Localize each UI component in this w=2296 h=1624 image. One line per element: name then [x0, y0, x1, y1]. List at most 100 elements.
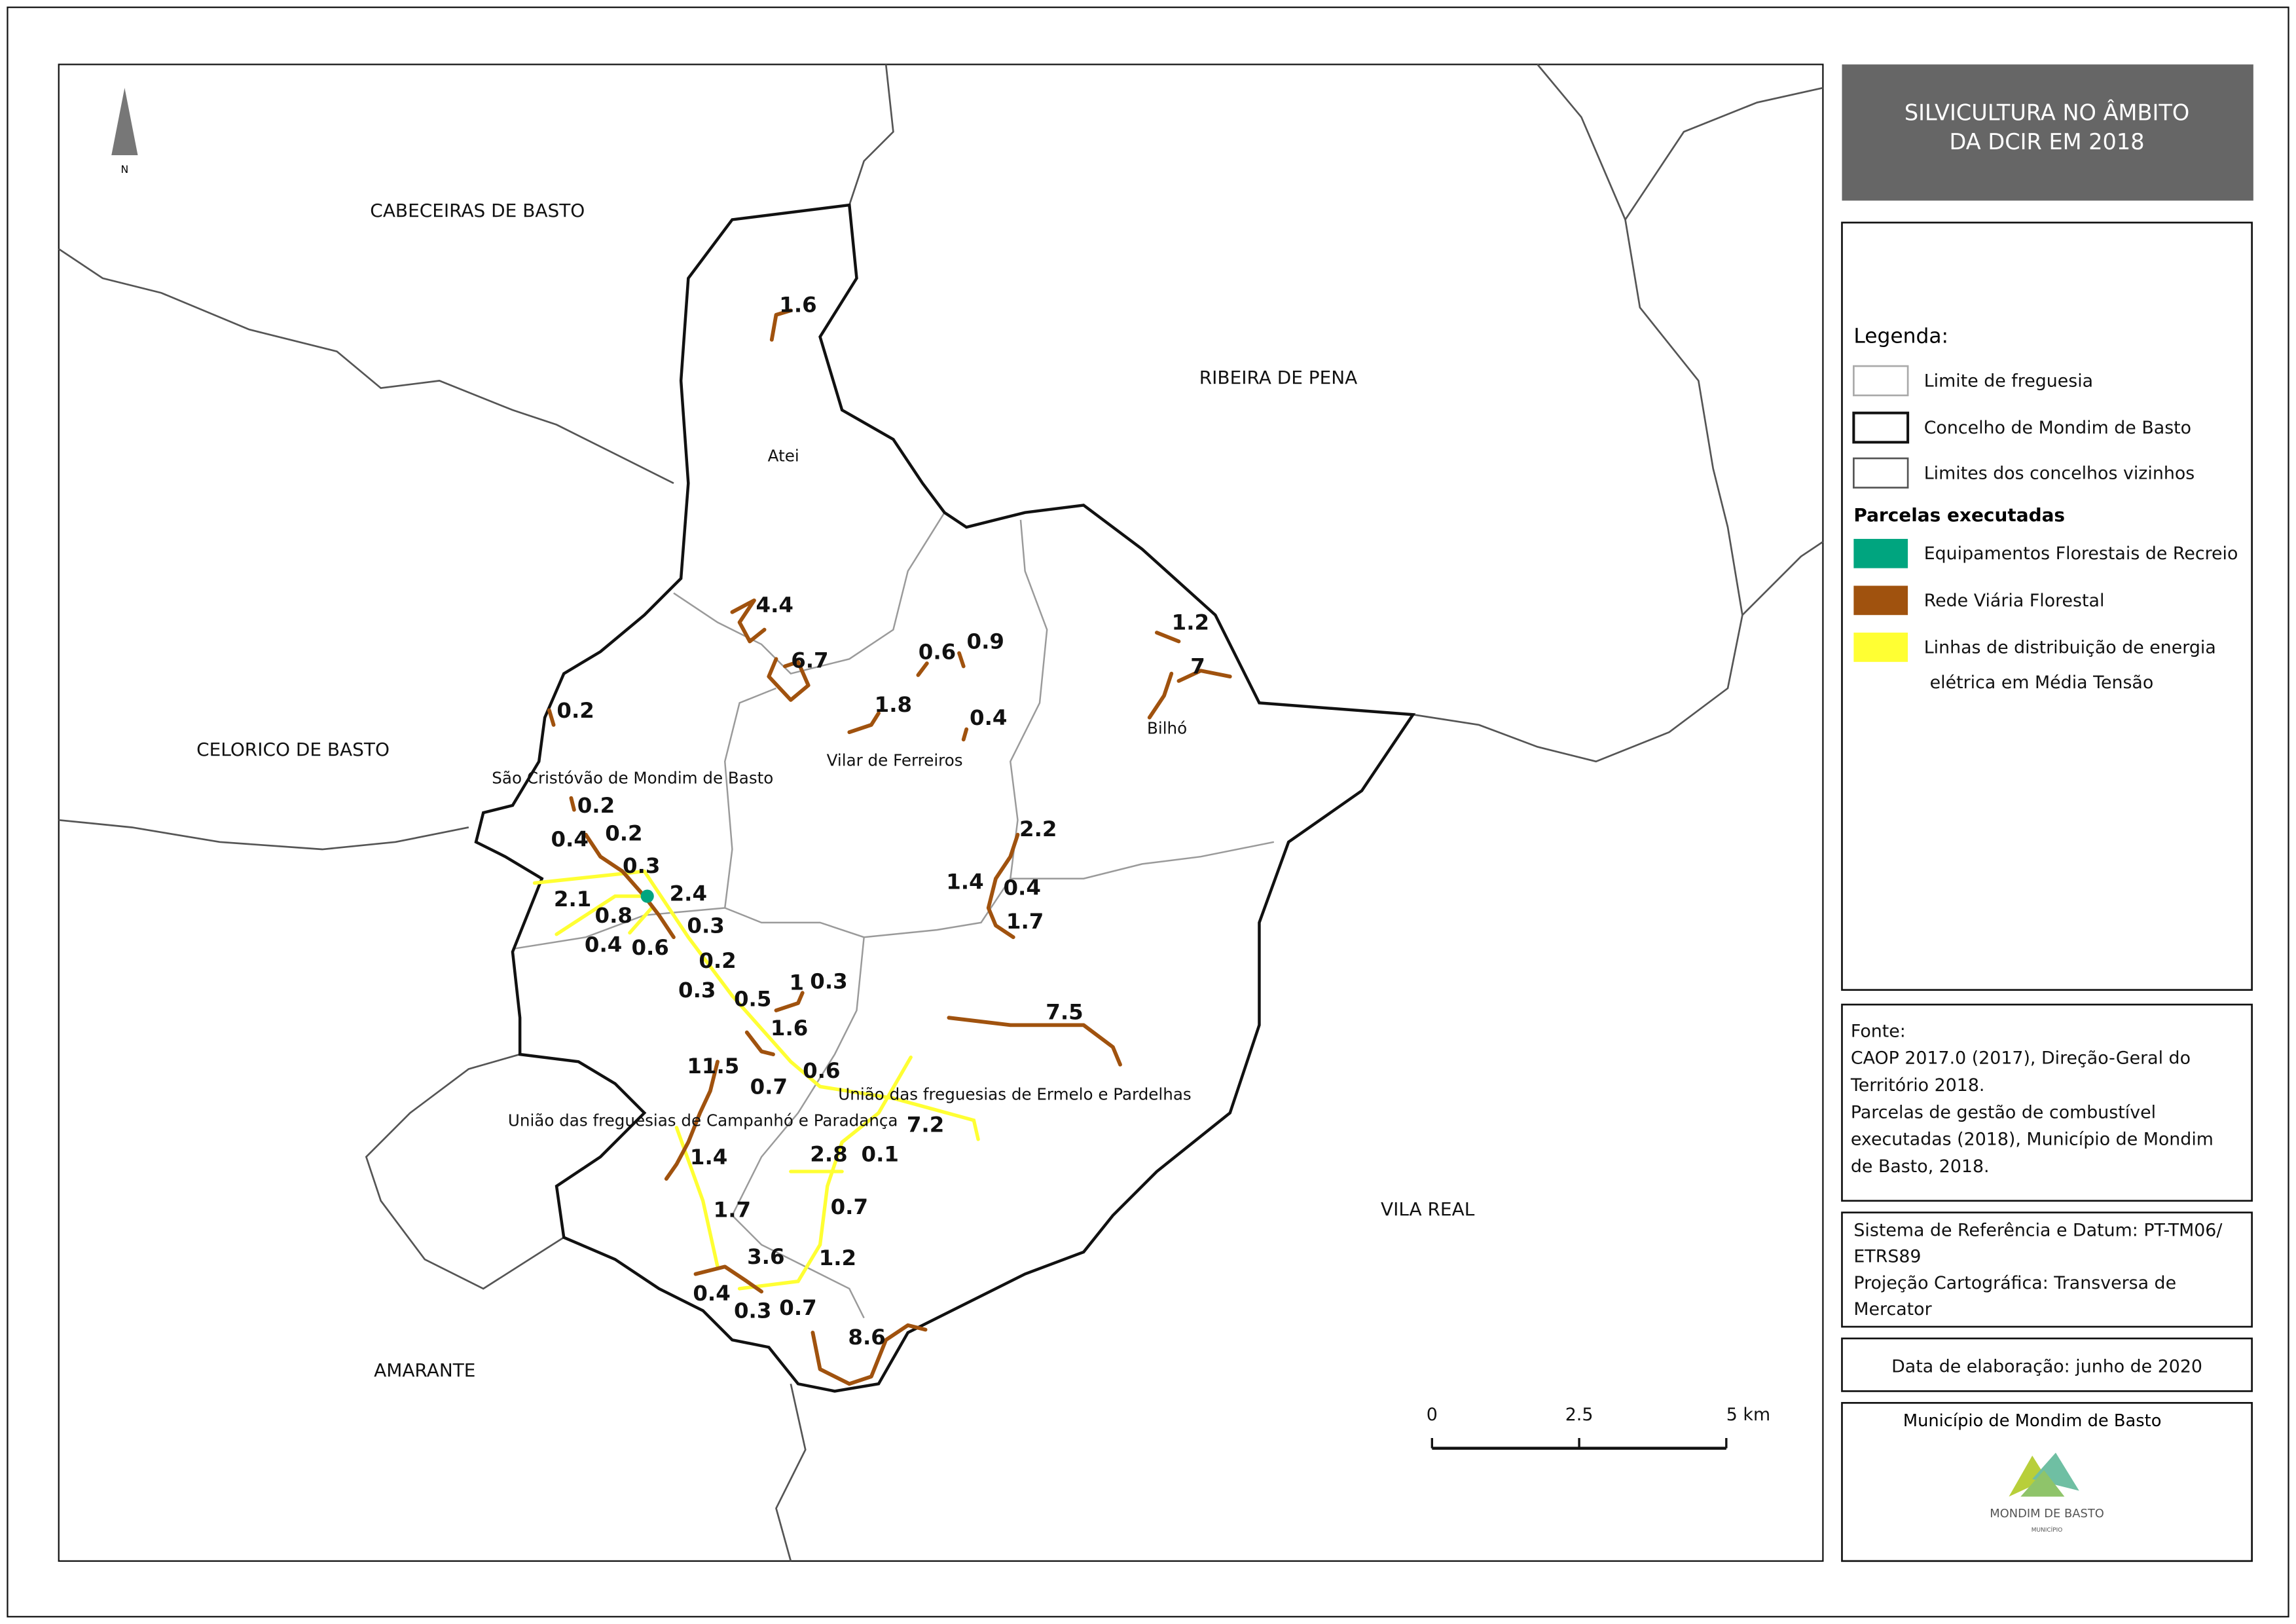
neighbor-limit [365, 1053, 564, 1290]
neighbor-limit [58, 248, 674, 485]
segment-length-label: 7.2 [907, 1113, 944, 1137]
neighbor-limit [1413, 541, 1824, 763]
segment-length-label: 1.7 [1006, 909, 1044, 934]
segment-length-label: 0.3 [623, 853, 660, 878]
legend-label: elétrica em Média Tensão [1930, 673, 2154, 693]
segment-length-label: 2.8 [810, 1141, 847, 1166]
logo-shape [2009, 1455, 2047, 1497]
segment-length-label: 3.6 [747, 1244, 784, 1269]
forest-road [947, 1016, 1122, 1067]
legend-swatch [1853, 457, 1909, 489]
segment-length-label: 1.4 [690, 1145, 727, 1170]
legend-section: Parcelas executadas [1853, 504, 2065, 526]
map-border [58, 64, 1824, 1562]
parish-label: Atei [768, 446, 799, 465]
forest-road [1147, 631, 1232, 720]
neighbor-limit [848, 64, 894, 206]
recreation-equipment [640, 889, 654, 903]
neighbor-limit [1537, 64, 1626, 220]
parish-label: Bilhó [1147, 718, 1187, 737]
legend-swatch [1852, 411, 1910, 444]
logo-name: MONDIM DE BASTO [1990, 1507, 2104, 1521]
source-box [1841, 1003, 2253, 1202]
electric-lines [532, 869, 980, 1291]
text-line: executadas (2018), Município de Mondim [1851, 1130, 2214, 1150]
logo-caption: Município de Mondim de Basto [1903, 1411, 2162, 1431]
electric-line [737, 1055, 913, 1291]
segment-length-label: 0.3 [810, 969, 847, 993]
scale-tick-label: 2.5 [1565, 1405, 1594, 1425]
date-box [1841, 1337, 2253, 1392]
parish-label: São Cristóvão de Mondim de Basto [492, 768, 773, 787]
neighbor-label: CABECEIRAS DE BASTO [370, 200, 585, 221]
reference-text: Sistema de Referência e Datum: PT-TM06/E… [1853, 1220, 2223, 1320]
segment-length-label: 0.7 [750, 1074, 788, 1099]
segment-length-label: 0.6 [631, 935, 668, 960]
forest-road [664, 991, 805, 1181]
segment-length-label: 0.3 [678, 978, 716, 1003]
sheet-frame [7, 7, 2289, 1617]
segment-length-label: 0.4 [551, 827, 588, 852]
segment-length-label: 0.5 [734, 986, 771, 1011]
forest-road [847, 651, 969, 742]
text-line: Mercator [1853, 1299, 1932, 1320]
parish-limit [731, 937, 865, 1319]
neighbor-label: CELORICO DE BASTO [196, 739, 390, 760]
reference-box [1841, 1211, 2253, 1328]
forest-road [769, 308, 793, 342]
segment-length-label: 0.2 [577, 793, 615, 818]
electric-line [555, 894, 654, 936]
segment-length-label: 7.5 [1046, 999, 1083, 1024]
legend-label: Linhas de distribuição de energia [1924, 637, 2216, 657]
segment-length-label: 11.5 [687, 1054, 739, 1079]
segment-length-label: 2.4 [670, 881, 707, 906]
neighbor-label: AMARANTE [374, 1359, 475, 1381]
segment-length-label: 1.2 [819, 1246, 856, 1270]
scale-tick-label: 5 km [1726, 1405, 1770, 1425]
title-line: SILVICULTURA NO ÂMBITO [1904, 99, 2189, 125]
logo-shape [2020, 1470, 2065, 1497]
title-box [1842, 64, 2253, 201]
legend-label: Limites dos concelhos vizinhos [1924, 463, 2195, 483]
segment-length-label: 0.3 [734, 1299, 771, 1323]
legend-swatch [1853, 585, 1908, 616]
segment-length-label: 6.7 [791, 648, 828, 673]
segment-length-label: 0.8 [595, 903, 632, 928]
legend-swatch [1853, 538, 1908, 568]
segment-length-label: 1.7 [714, 1197, 751, 1222]
segment-length-label: 0.6 [919, 639, 956, 664]
segment-length-label: 0.9 [967, 629, 1004, 654]
legend-label: Concelho de Mondim de Basto [1924, 418, 2191, 438]
text-line: ETRS89 [1853, 1247, 1921, 1267]
parish-limit [673, 512, 945, 675]
text-line: Projeção Cartográfica: Transversa de [1853, 1273, 2176, 1293]
segment-length-label: 0.7 [779, 1295, 816, 1320]
legend-label: Rede Viária Florestal [1924, 591, 2105, 611]
legend-label: Limite de freguesia [1924, 371, 2093, 391]
date: Data de elaboração: junho de 2020 [1891, 1356, 2202, 1376]
logo-sub: MUNICÍPIO [2032, 1526, 2063, 1534]
parish-label: Vilar de Ferreiros [827, 751, 963, 770]
neighbor-limit [775, 1383, 807, 1562]
parcel-legend: Equipamentos Florestais de Recreio Rede V… [1853, 538, 2238, 693]
forest-road [547, 708, 676, 940]
concelho-limit [474, 203, 1416, 1393]
parish-limit [1010, 841, 1275, 879]
segment-length-label: 1.6 [771, 1016, 808, 1041]
neighbor-limit [1624, 86, 1823, 616]
text-line: Território 2018. [1850, 1075, 1985, 1096]
segment-length-label: 7 [1190, 654, 1205, 679]
segment-length-label: 0.4 [693, 1281, 730, 1306]
segment-length-label: 2.1 [554, 887, 591, 912]
segment-length-label: 1.8 [875, 692, 912, 717]
segment-length-label: 0.2 [605, 821, 642, 846]
segment-length-label: 4.4 [756, 593, 793, 618]
title-line: DA DCIR EM 2018 [1950, 129, 2145, 155]
segment-length-label: 0.4 [1003, 875, 1040, 900]
segment-length-label: 0.4 [585, 932, 622, 957]
source-text: Fonte: CAOP 2017.0 (2017), Direção-Geral … [1850, 1021, 2214, 1177]
segment-length-label: 0.1 [862, 1141, 899, 1166]
parish-label: União das freguesias de Ermelo e Pardelh… [838, 1084, 1191, 1103]
